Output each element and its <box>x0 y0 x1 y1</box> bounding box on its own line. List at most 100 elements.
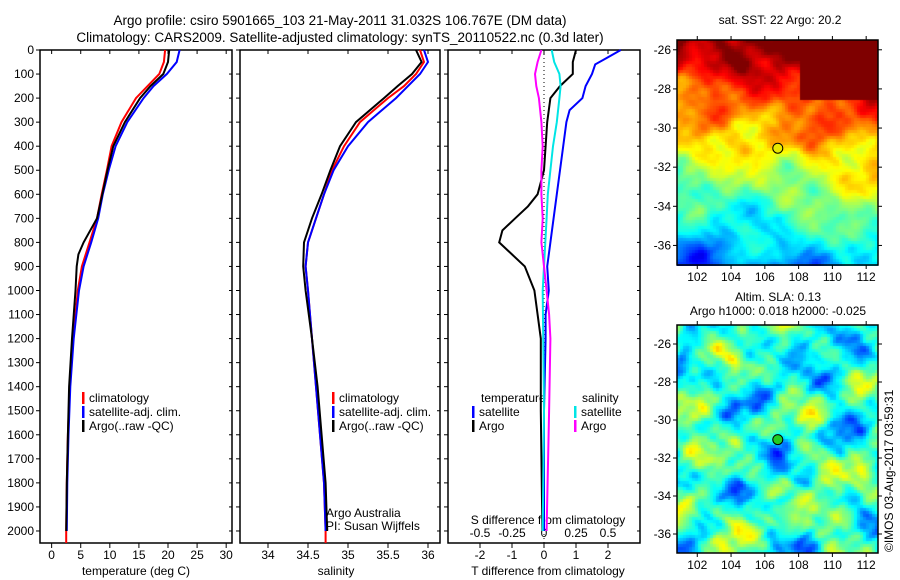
map-y-tick-label: -30 <box>654 121 672 135</box>
map-y-tick-label: -28 <box>654 375 672 389</box>
legend-swatch <box>574 420 577 432</box>
y-tick-label: 0 <box>27 43 34 57</box>
legend-label: Argo(..raw -QC) <box>89 419 174 433</box>
series-line-argo-raw-qc- <box>302 49 423 532</box>
map-frame <box>676 39 879 266</box>
map-x-tick-label: 102 <box>687 270 707 284</box>
map-x-tick-label: 112 <box>857 558 876 572</box>
legend-swatch <box>82 420 85 432</box>
y-tick-label: 600 <box>14 187 34 201</box>
map-x-tick-label: 108 <box>789 558 809 572</box>
legend-salinity-title: salinity <box>582 391 619 405</box>
legend-swatch <box>82 406 85 418</box>
map-x-tick-label: 104 <box>721 270 741 284</box>
x-tick-label: 1 <box>573 548 580 562</box>
series-line-temperature-satellite <box>543 49 622 531</box>
y-tick-label: 500 <box>14 163 34 177</box>
map-y-tick-label: -26 <box>654 43 672 57</box>
timestamp: ©IMOS 03-Aug-2017 03:59:31 <box>882 389 896 552</box>
salinity-xlabel: salinity <box>318 564 355 578</box>
map-y-tick-label: -32 <box>654 451 672 465</box>
sst-map-title: sat. SST: 22 Argo: 20.2 <box>719 13 842 27</box>
map-x-tick-label: 112 <box>857 270 876 284</box>
series-line-salinity-argo <box>533 49 552 532</box>
plot-frame <box>39 49 233 544</box>
legend-label: climatology <box>89 391 149 405</box>
x-tick-label: 15 <box>132 548 146 562</box>
legend-label: Argo(..raw -QC) <box>339 419 424 433</box>
sla-map-title: Altim. SLA: 0.13 <box>735 290 821 304</box>
legend-label: satellite <box>479 405 520 419</box>
x-tick-label: 35.5 <box>376 548 400 562</box>
s-tick-label: -0.25 <box>498 526 526 540</box>
series-line-salinity-satellite <box>541 49 562 532</box>
map-frame <box>676 324 879 554</box>
x-tick-label: 2 <box>605 548 612 562</box>
y-tick-label: 100 <box>14 67 34 81</box>
series-line-climatology <box>65 49 167 543</box>
x-tick-label: 34 <box>261 548 275 562</box>
series-line-temperature-argo <box>498 49 577 532</box>
legend-swatch <box>332 420 335 432</box>
map-x-tick-label: 104 <box>721 558 741 572</box>
x-tick-label: 5 <box>77 548 84 562</box>
y-tick-label: 1200 <box>7 332 34 346</box>
s-tick-label: -0.5 <box>470 526 491 540</box>
legend-label: Argo <box>479 419 505 433</box>
map-x-tick-label: 110 <box>823 558 842 572</box>
x-tick-label: -1 <box>507 548 518 562</box>
map-y-tick-label: -36 <box>654 238 672 252</box>
legend-label: satellite-adj. clim. <box>339 405 431 419</box>
y-tick-label: 700 <box>14 211 34 225</box>
map-x-tick-label: 106 <box>755 270 775 284</box>
y-tick-label: 1100 <box>8 308 34 322</box>
map-y-tick-label: -34 <box>654 199 672 213</box>
series-line-satellite-adj-clim- <box>304 49 430 532</box>
legend-swatch <box>574 406 577 418</box>
map-y-tick-label: -30 <box>654 413 672 427</box>
y-tick-label: 2000 <box>7 524 34 538</box>
s-tick-label: 0.5 <box>600 526 617 540</box>
legend-label: climatology <box>339 391 399 405</box>
y-tick-label: 1900 <box>7 500 34 514</box>
temperature-xlabel: temperature (deg C) <box>82 564 190 578</box>
x-tick-label: 36 <box>421 548 435 562</box>
y-tick-label: 900 <box>14 259 34 273</box>
title-line-1: Argo profile: csiro 5901665_103 21-May-2… <box>113 13 566 28</box>
x-tick-label: -2 <box>475 548 486 562</box>
map-y-tick-label: -28 <box>654 82 672 96</box>
legend-label: satellite <box>581 405 622 419</box>
annotation-line-1: Argo Australia <box>326 506 401 520</box>
legend-swatch <box>332 392 335 404</box>
map-x-tick-label: 110 <box>823 270 842 284</box>
legend-label: satellite-adj. clim. <box>89 405 181 419</box>
y-tick-label: 1300 <box>7 356 34 370</box>
x-tick-label: 0 <box>48 548 55 562</box>
x-tick-label: 10 <box>103 548 117 562</box>
x-tick-label: 35 <box>341 548 355 562</box>
y-tick-label: 1700 <box>7 452 34 466</box>
argo-location-marker <box>772 142 784 154</box>
legend-temperature-title: temperature <box>481 391 546 405</box>
tdiff-xlabel: T difference from climatology <box>471 564 625 578</box>
series-line-satellite-adj-clim- <box>65 49 181 532</box>
legend-swatch <box>82 392 85 404</box>
y-tick-label: 1000 <box>7 283 34 297</box>
series-line-argo-raw-qc- <box>65 49 171 532</box>
map-y-tick-label: -36 <box>654 527 672 541</box>
y-tick-label: 1800 <box>7 476 34 490</box>
s-tick-label: 0 <box>541 526 548 540</box>
legend-label: Argo <box>581 419 607 433</box>
y-tick-label: 200 <box>14 91 34 105</box>
x-tick-label: 25 <box>190 548 204 562</box>
y-tick-label: 1400 <box>7 380 34 394</box>
x-tick-label: 34.5 <box>296 548 320 562</box>
sdiff-xlabel: S difference from climatology <box>471 513 626 527</box>
argo-location-marker <box>772 434 784 446</box>
s-tick-label: 0.25 <box>564 526 588 540</box>
x-tick-label: 20 <box>161 548 175 562</box>
y-tick-label: 300 <box>14 115 34 129</box>
map-y-tick-label: -26 <box>654 337 672 351</box>
y-tick-label: 400 <box>14 139 34 153</box>
